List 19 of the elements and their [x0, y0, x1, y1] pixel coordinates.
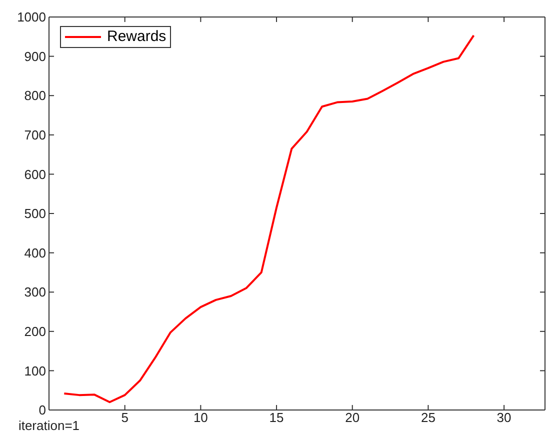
- y-tick-label: 500: [24, 206, 46, 222]
- y-tick-label: 100: [24, 363, 46, 378]
- x-tick-label: 25: [420, 410, 436, 426]
- x-tick-label: 30: [496, 410, 512, 426]
- legend-label: Rewards: [107, 28, 166, 46]
- y-tick-label: 800: [24, 88, 46, 104]
- y-tick-label: 200: [24, 324, 46, 340]
- y-tick-label: 1000: [17, 10, 46, 25]
- x-tick-label: 10: [193, 410, 208, 426]
- x-tick-label: 15: [269, 410, 284, 426]
- y-tick-label: 0: [38, 402, 46, 418]
- y-tick-label: 700: [24, 128, 46, 143]
- x-axis-title: iteration=1: [18, 418, 80, 433]
- y-tick-label: 900: [24, 48, 46, 64]
- y-tick-label: 600: [24, 166, 46, 182]
- x-tick-label: 5: [121, 410, 128, 426]
- x-tick-label: 20: [345, 410, 360, 426]
- y-tick-label: 400: [24, 245, 46, 260]
- y-tick-label: 300: [24, 284, 46, 300]
